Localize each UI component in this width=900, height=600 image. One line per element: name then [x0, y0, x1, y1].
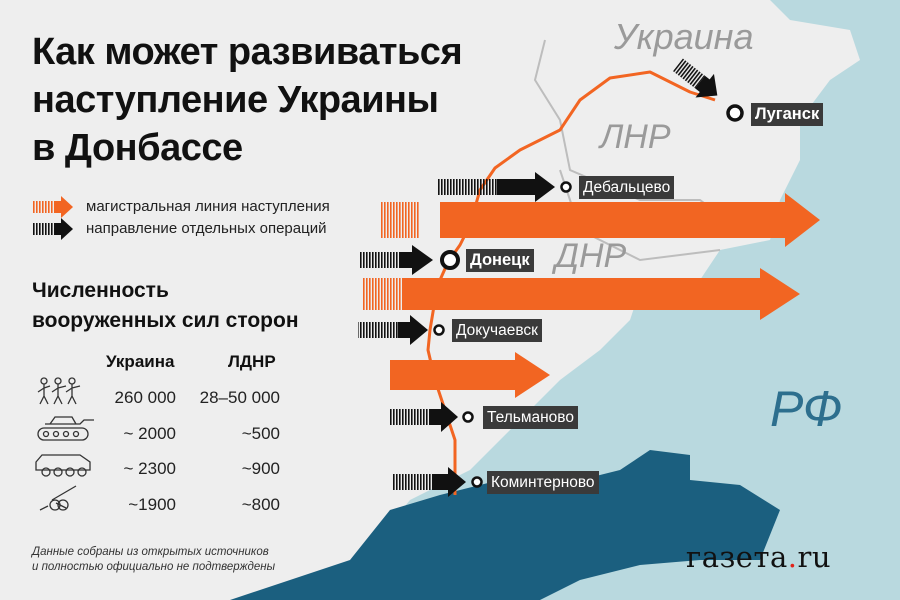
op-arrow-donetsk: [360, 245, 433, 275]
legend-main-label: магистральная линия наступления: [86, 198, 330, 215]
ldnr-artillery: ~800: [241, 495, 280, 514]
region-rf: РФ: [770, 381, 843, 437]
city-lugansk: Луганск: [751, 103, 824, 126]
forces-title-line-2: вооруженных сил сторон: [32, 309, 299, 332]
soldiers-icon: [37, 377, 81, 405]
tank-icon: [37, 416, 94, 441]
ukraine-armored: ~ 2300: [123, 459, 176, 478]
op-arrow-kominternovo: [393, 467, 466, 497]
op-arrow-dokuchaevsk: [358, 315, 428, 345]
sea-of-azov: [230, 450, 780, 600]
op-arrow-debaltsevo: [437, 172, 555, 202]
note-line-1: Данные собраны из открытых источников: [32, 546, 269, 558]
oblast-border: [533, 39, 741, 231]
artillery-icon: [39, 485, 77, 511]
ukraine-artillery: ~1900: [128, 495, 176, 514]
source-note: Данные собраны из открытых источников и …: [32, 545, 275, 575]
column-ukraine: Украина: [106, 352, 175, 371]
ldnr-armored: ~900: [241, 459, 280, 478]
city-marker-telmanovo: [462, 411, 474, 423]
logo-tld: ru: [797, 540, 832, 574]
page-title: Как может развиваться наступление Украин…: [32, 28, 552, 172]
city-dokuchaevsk: Докучаевск: [452, 319, 542, 342]
logo: газета.ru: [686, 540, 831, 574]
city-telmanovo: Тельманово: [483, 406, 578, 429]
forces-title: Численность вооруженных сил сторон: [32, 276, 299, 336]
column-ldnr: ЛДНР: [228, 352, 276, 371]
ldnr-soldiers: 28–50 000: [199, 388, 280, 407]
legend-main-swatch: [33, 196, 73, 218]
title-line-1: Как может развиваться: [32, 31, 463, 73]
title-line-3: в Донбассе: [32, 127, 243, 169]
note-line-2: и полностью официально не подтверждены: [32, 561, 276, 573]
region-lnr: ЛНР: [600, 118, 671, 156]
main-arrow-1: [380, 193, 820, 247]
title-line-2: наступление Украины: [32, 79, 439, 121]
logo-dot: .: [787, 540, 798, 574]
ukraine-soldiers: 260 000: [114, 388, 176, 407]
logo-main: газета: [686, 540, 788, 574]
front-line: [426, 70, 716, 495]
armored-vehicle-icon: [35, 454, 91, 477]
region-ukraine: Украина: [614, 16, 754, 57]
city-kominternovo: Коминтерново: [487, 471, 599, 494]
city-donetsk: Донецк: [466, 249, 534, 272]
main-arrow-2: [363, 268, 800, 320]
ukraine-tanks: ~ 2000: [123, 424, 176, 443]
legend-op-label: направление отдельных операций: [86, 220, 327, 237]
ldnr-tanks: ~500: [241, 424, 280, 443]
region-dnr: ДНР: [555, 237, 627, 275]
city-marker-kominternovo: [471, 476, 483, 488]
op-arrow-telmanovo: [390, 402, 458, 432]
oblast-border-2: [559, 169, 721, 262]
op-arrow-lugansk: [673, 58, 718, 98]
city-debaltsevo: Дебальцево: [579, 176, 675, 199]
russia-territory: [230, 0, 900, 600]
main-arrow-3: [390, 352, 550, 398]
city-marker-debaltsevo: [560, 181, 572, 193]
legend-op-swatch: [33, 218, 73, 240]
city-marker-donetsk: [440, 250, 460, 270]
city-marker-lugansk: [726, 104, 744, 122]
forces-title-line-1: Численность: [32, 279, 169, 302]
city-marker-dokuchaevsk: [433, 324, 445, 336]
